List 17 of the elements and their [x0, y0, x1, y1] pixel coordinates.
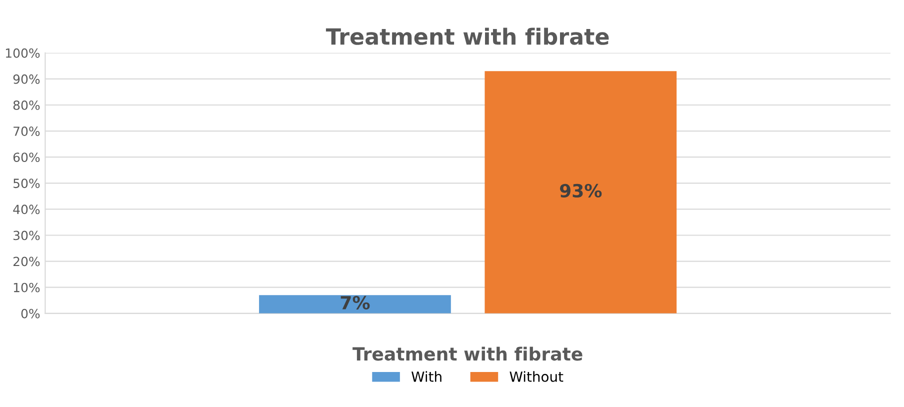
y-tick-label: 20% [13, 256, 40, 266]
y-tick-label: 40% [13, 204, 40, 214]
legend-label: With [411, 371, 442, 382]
data-label: 93% [560, 184, 602, 198]
data-label: 7% [340, 296, 370, 310]
legend-label: Without [510, 371, 564, 382]
y-tick-label: 30% [14, 230, 40, 240]
y-tick-label: 50% [14, 178, 40, 188]
legend-title: Treatment with fibrate [352, 346, 582, 361]
y-tick-label: 60% [13, 152, 40, 162]
y-tick-label: 80% [13, 100, 40, 110]
y-tick-label: 0% [21, 308, 40, 318]
y-tick-label: 70% [14, 126, 40, 136]
y-tick-label: 100% [6, 48, 40, 58]
y-tick-label: 90% [13, 74, 40, 84]
chart-title: Treatment with fibrate [326, 28, 609, 45]
y-tick-label: 10% [14, 282, 40, 292]
